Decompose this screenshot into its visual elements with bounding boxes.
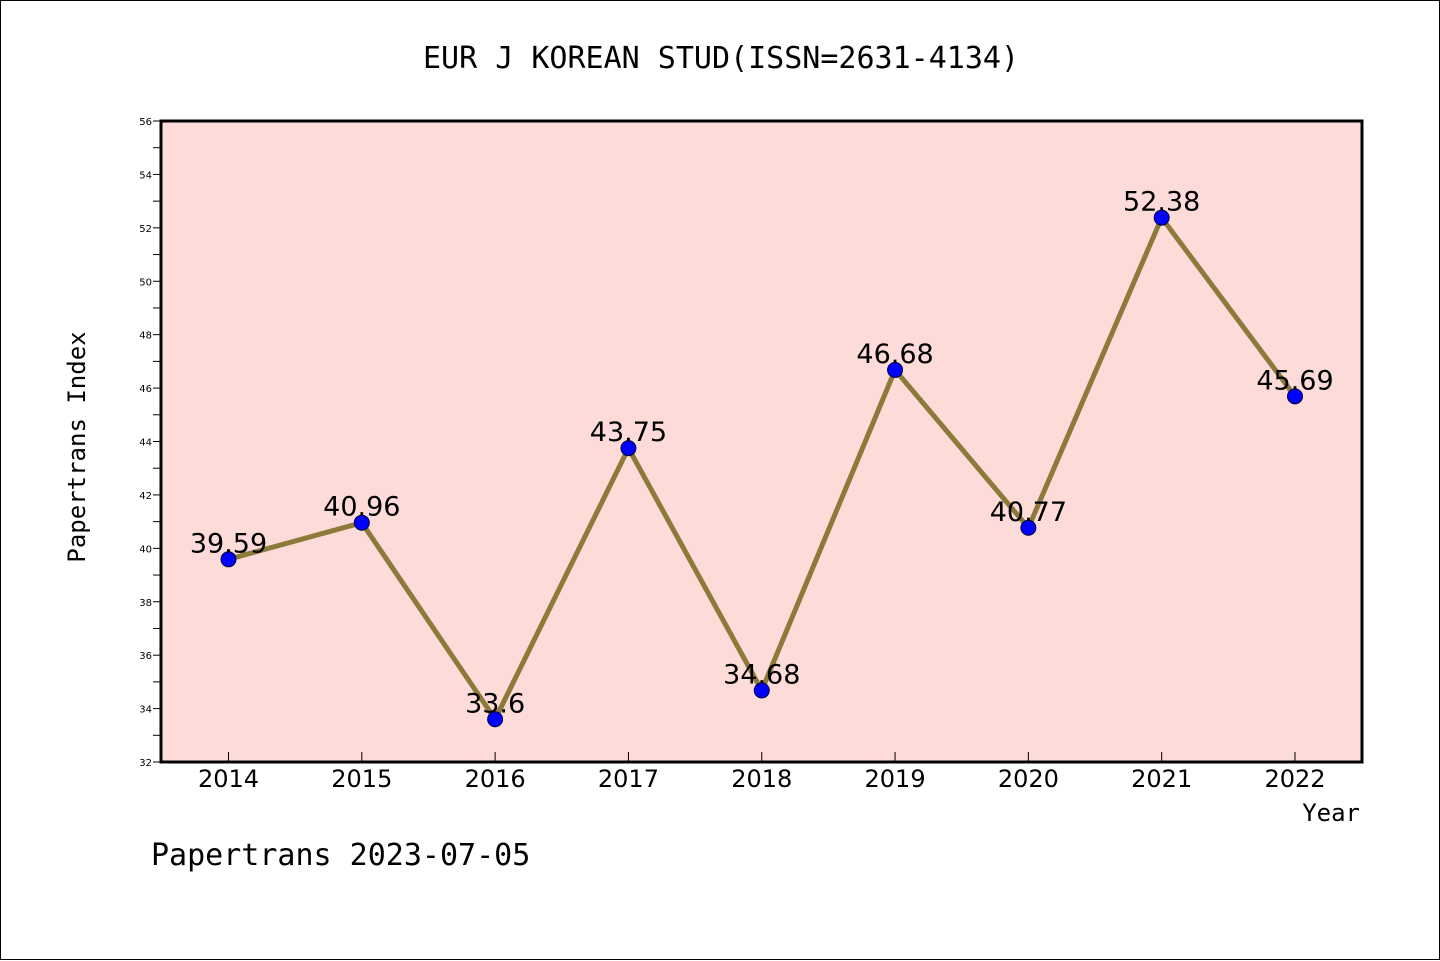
chart-title: EUR J KOREAN STUD(ISSN=2631-4134) bbox=[423, 41, 1019, 76]
y-tick-label: 44 bbox=[139, 438, 152, 449]
x-tick-label: 2018 bbox=[731, 765, 792, 793]
y-tick-label: 36 bbox=[139, 651, 152, 662]
x-tick-label: 2020 bbox=[998, 765, 1059, 793]
x-tick-label: 2019 bbox=[865, 765, 926, 793]
data-point bbox=[620, 440, 637, 457]
x-tick-label: 2017 bbox=[598, 765, 659, 793]
y-axis-label: Papertrans Index bbox=[63, 331, 91, 562]
x-tick-label: 2021 bbox=[1131, 765, 1192, 793]
series-layer: 39.59 40.96 33.6 43.75 34.68 46.68 40.77 52.38 4… bbox=[190, 187, 1334, 728]
x-tick-label: 2014 bbox=[198, 765, 259, 793]
footer-date: Papertrans 2023-07-05 bbox=[151, 838, 530, 873]
y-tick-label: 46 bbox=[139, 384, 152, 395]
y-tick-label: 40 bbox=[139, 544, 152, 555]
y-tick-label: 32 bbox=[139, 758, 152, 769]
y-tick-label: 54 bbox=[139, 170, 152, 181]
data-label: 52.38 bbox=[1123, 187, 1200, 218]
y-tick-label: 56 bbox=[139, 117, 152, 128]
plot-area bbox=[159, 119, 1364, 764]
x-tick-label: 2016 bbox=[465, 765, 526, 793]
y-tick-label: 34 bbox=[139, 705, 152, 716]
y-tick-label: 38 bbox=[139, 598, 152, 609]
data-label: 40.96 bbox=[323, 492, 400, 523]
data-point bbox=[887, 361, 904, 378]
data-point bbox=[353, 514, 370, 531]
y-tick-label: 50 bbox=[139, 277, 152, 288]
data-label: 33.6 bbox=[465, 688, 525, 719]
y-tick-label: 48 bbox=[139, 331, 152, 342]
data-point bbox=[1153, 209, 1170, 226]
data-point bbox=[1287, 388, 1303, 405]
data-label: 43.75 bbox=[590, 417, 667, 448]
data-point bbox=[487, 711, 504, 728]
y-tick-label: 52 bbox=[139, 224, 152, 235]
data-label: 34.68 bbox=[723, 659, 800, 690]
data-point bbox=[1020, 519, 1037, 536]
x-axis-label: Year bbox=[1302, 799, 1360, 827]
x-tick-label: 2015 bbox=[331, 765, 392, 793]
data-label: 46.68 bbox=[856, 339, 933, 370]
y-axis: 32 34 36 38 40 42 44 46 48 50 52 54 56 bbox=[139, 117, 161, 769]
x-tick-label: 2022 bbox=[1264, 765, 1325, 793]
data-label: 39.59 bbox=[190, 528, 267, 559]
x-axis: 2014 2015 2016 2017 2018 2019 2020 2021 2022 bbox=[198, 752, 1326, 793]
data-point bbox=[220, 551, 237, 568]
data-label: 40.77 bbox=[990, 497, 1067, 528]
data-point bbox=[753, 682, 770, 699]
y-tick-label: 42 bbox=[139, 491, 152, 502]
data-label: 45.69 bbox=[1256, 365, 1333, 396]
